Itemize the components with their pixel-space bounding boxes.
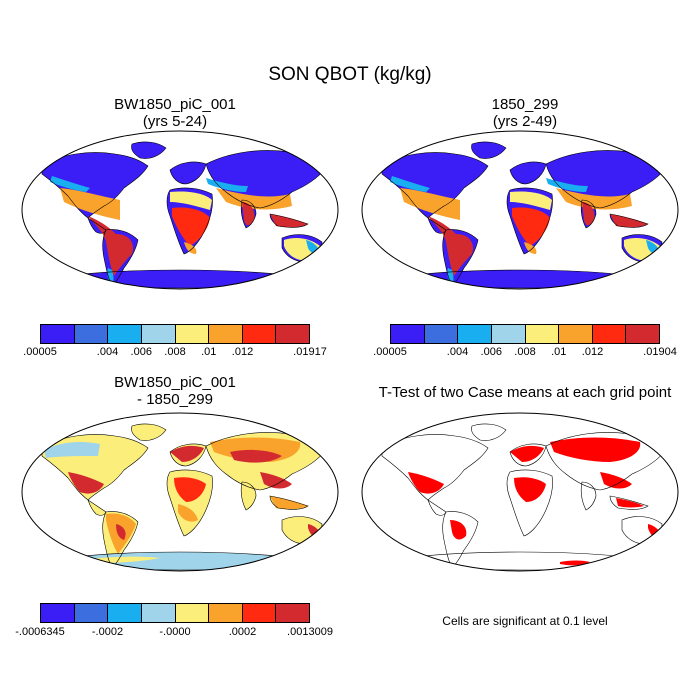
colorbar-tick-label: .01904 xyxy=(643,346,677,358)
colorbar-swatch xyxy=(592,325,627,343)
panel-title-control: 1850_299 (yrs 2-49) xyxy=(390,96,660,130)
colorbar-tick-label: .012 xyxy=(231,346,254,358)
colorbar-swatch xyxy=(74,325,109,343)
panel-title-case: BW1850_piC_001 (yrs 5-24) xyxy=(40,96,310,130)
colorbar-swatch xyxy=(108,604,142,622)
panel-title-difference-line2: - 1850_299 xyxy=(137,391,213,408)
colorbar-swatch xyxy=(424,325,459,343)
colorbar-swatch xyxy=(276,325,309,343)
colorbar-tick-label: -.0000 xyxy=(159,626,191,638)
colorbar-tick-label: .0002 xyxy=(228,626,257,638)
colorbar-tick-label: .006 xyxy=(130,346,152,358)
colorbar-tick-label: .01 xyxy=(551,346,567,358)
colorbar-swatch xyxy=(175,325,210,343)
colorbar-swatch xyxy=(209,325,243,343)
colorbar-swatch xyxy=(242,604,277,622)
colorbar-swatch xyxy=(491,325,526,343)
colorbar-swatch xyxy=(108,325,142,343)
colorbar-tick-label: .006 xyxy=(480,346,502,358)
map-control xyxy=(361,130,679,290)
colorbar-swatch xyxy=(175,604,210,622)
colorbar-swatch xyxy=(276,604,309,622)
colorbar-swatch xyxy=(41,604,75,622)
colorbar-swatch xyxy=(41,325,75,343)
figure-title: SON QBOT (kg/kg) xyxy=(268,64,432,85)
colorbar-tick-label: .012 xyxy=(581,346,604,358)
panel-title-difference: BW1850_piC_001 - 1850_299 xyxy=(40,374,310,408)
colorbar-tick-label: .008 xyxy=(164,346,186,358)
colorbar-difference xyxy=(40,603,310,623)
colorbar-swatch xyxy=(209,604,243,622)
map-ttest xyxy=(361,412,679,572)
panel-title-control-line2: (yrs 2-49) xyxy=(492,113,558,130)
colorbar-swatch xyxy=(391,325,425,343)
colorbar-swatch xyxy=(525,325,560,343)
map-case xyxy=(21,130,339,290)
colorbar-swatch xyxy=(559,325,593,343)
colorbar-swatch xyxy=(141,325,176,343)
panel-title-control-line1: 1850_299 xyxy=(491,96,559,113)
colorbar-tick-label: .00005 xyxy=(23,346,57,358)
colorbar-swatch xyxy=(74,604,109,622)
colorbar-tick-label: .004 xyxy=(446,346,469,358)
colorbar-tick-label: .004 xyxy=(96,346,119,358)
significance-note: Cells are significant at 0.1 level xyxy=(442,614,608,628)
colorbar-tick-label: .008 xyxy=(514,346,536,358)
colorbar-tick-label: .01 xyxy=(201,346,217,358)
colorbar-case xyxy=(40,324,310,344)
colorbar-swatch xyxy=(141,604,176,622)
colorbar-swatch xyxy=(458,325,492,343)
panel-title-case-line2: (yrs 5-24) xyxy=(142,113,208,130)
colorbar-control xyxy=(390,324,660,344)
colorbar-tick-label: -.0006345 xyxy=(15,626,65,638)
colorbar-swatch xyxy=(242,325,277,343)
colorbar-swatch xyxy=(626,325,659,343)
panel-title-difference-line1: BW1850_piC_001 xyxy=(114,374,236,391)
colorbar-tick-label: .01917 xyxy=(293,346,327,358)
colorbar-tick-label: .0013009 xyxy=(287,626,333,638)
colorbar-tick-label: -.0002 xyxy=(91,626,124,638)
map-difference xyxy=(21,412,339,572)
colorbar-tick-label: .00005 xyxy=(373,346,407,358)
panel-title-case-line1: BW1850_piC_001 xyxy=(114,96,236,113)
panel-title-ttest: T-Test of two Case means at each grid po… xyxy=(378,384,672,401)
